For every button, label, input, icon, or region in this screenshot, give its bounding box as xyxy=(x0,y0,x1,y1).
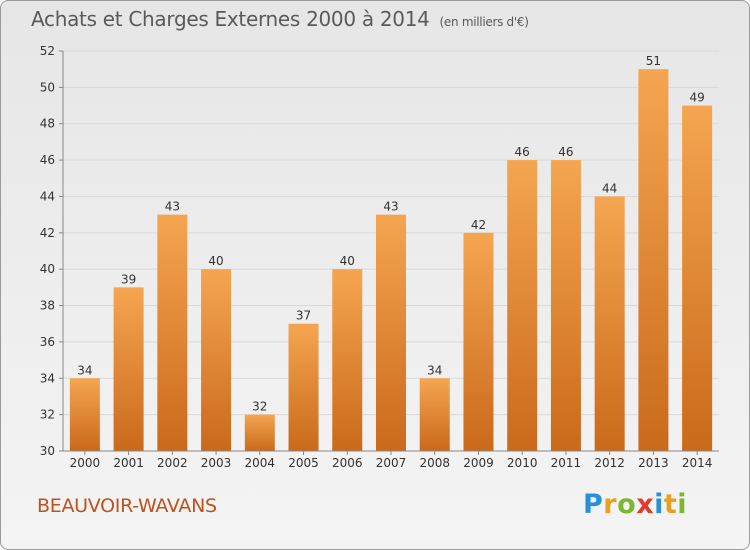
bar-value-label: 43 xyxy=(383,200,398,214)
bar-value-label: 32 xyxy=(252,400,267,414)
x-tick-label: 2009 xyxy=(463,456,494,470)
bar xyxy=(507,160,538,451)
bar xyxy=(682,105,713,451)
x-tick-label: 2013 xyxy=(638,456,669,470)
bar xyxy=(550,160,581,451)
bar-value-label: 40 xyxy=(208,254,223,268)
x-tick-label: 2002 xyxy=(157,456,188,470)
logo-letter: P xyxy=(583,489,604,520)
x-tick-label: 2010 xyxy=(507,456,538,470)
y-tick-label: 46 xyxy=(40,153,55,167)
axes xyxy=(59,50,719,455)
x-tick-label: 2007 xyxy=(376,456,407,470)
bar xyxy=(376,214,406,451)
logo-letter: x xyxy=(636,489,655,520)
x-tick-label: 2000 xyxy=(70,456,101,470)
chart-title: Achats et Charges Externes 2000 à 2014 (e… xyxy=(31,7,529,31)
bar-value-label: 42 xyxy=(471,218,486,232)
bar-value-label: 40 xyxy=(340,254,355,268)
y-tick-label: 38 xyxy=(40,299,55,313)
y-tick-label: 36 xyxy=(40,335,55,349)
bars xyxy=(69,69,713,451)
bar xyxy=(201,269,232,451)
logo-letter: i xyxy=(677,489,688,520)
commune-name: BEAUVOIR-WAVANS xyxy=(37,495,217,517)
y-tick-label: 32 xyxy=(40,408,55,422)
y-tick-label: 30 xyxy=(40,444,55,458)
bar-value-label: 43 xyxy=(165,200,180,214)
proxiti-logo: Proxiti xyxy=(583,489,687,520)
bar xyxy=(332,269,363,451)
x-tick-label: 2004 xyxy=(245,456,276,470)
logo-letter: r xyxy=(603,489,618,520)
bar xyxy=(419,378,450,451)
logo-letter: o xyxy=(617,489,637,520)
bar xyxy=(594,196,625,451)
y-tick-label: 42 xyxy=(40,226,55,240)
bar xyxy=(288,323,319,451)
bar-value-label: 34 xyxy=(427,363,442,377)
bar-value-label: 44 xyxy=(602,181,617,195)
x-tick-label: 2012 xyxy=(594,456,625,470)
y-tick-label: 40 xyxy=(40,262,55,276)
bar xyxy=(638,69,669,451)
bar xyxy=(113,287,144,451)
labels: 30 32 34 36 38 40 42 44 46 48 50 52 34 2000 39 2001 43 20… xyxy=(40,44,713,470)
title-text: Achats et Charges Externes 2000 à 2014 xyxy=(31,7,430,31)
bar xyxy=(157,214,188,451)
y-tick-label: 34 xyxy=(40,371,55,385)
x-tick-label: 2006 xyxy=(332,456,363,470)
y-tick-label: 44 xyxy=(40,189,55,203)
x-tick-label: 2008 xyxy=(419,456,450,470)
logo-letter: t xyxy=(663,489,678,520)
x-tick-label: 2003 xyxy=(201,456,232,470)
bar-value-label: 46 xyxy=(558,145,573,159)
y-tick-label: 50 xyxy=(40,80,55,94)
x-tick-label: 2005 xyxy=(288,456,319,470)
logo-letter: i xyxy=(654,489,664,520)
bar xyxy=(244,414,275,451)
bar-value-label: 49 xyxy=(689,91,704,105)
bar-value-label: 46 xyxy=(515,145,530,159)
title-unit: (en milliers d'€) xyxy=(439,15,529,29)
bar-value-label: 37 xyxy=(296,309,311,323)
bar-value-label: 51 xyxy=(646,54,661,68)
y-tick-label: 52 xyxy=(40,44,55,58)
bar-value-label: 39 xyxy=(121,272,136,286)
x-tick-label: 2001 xyxy=(113,456,144,470)
bar xyxy=(463,232,494,451)
bar-value-label: 34 xyxy=(77,363,92,377)
bar xyxy=(69,378,100,451)
x-tick-label: 2011 xyxy=(551,456,582,470)
x-tick-label: 2014 xyxy=(682,456,713,470)
y-tick-label: 48 xyxy=(40,117,55,131)
